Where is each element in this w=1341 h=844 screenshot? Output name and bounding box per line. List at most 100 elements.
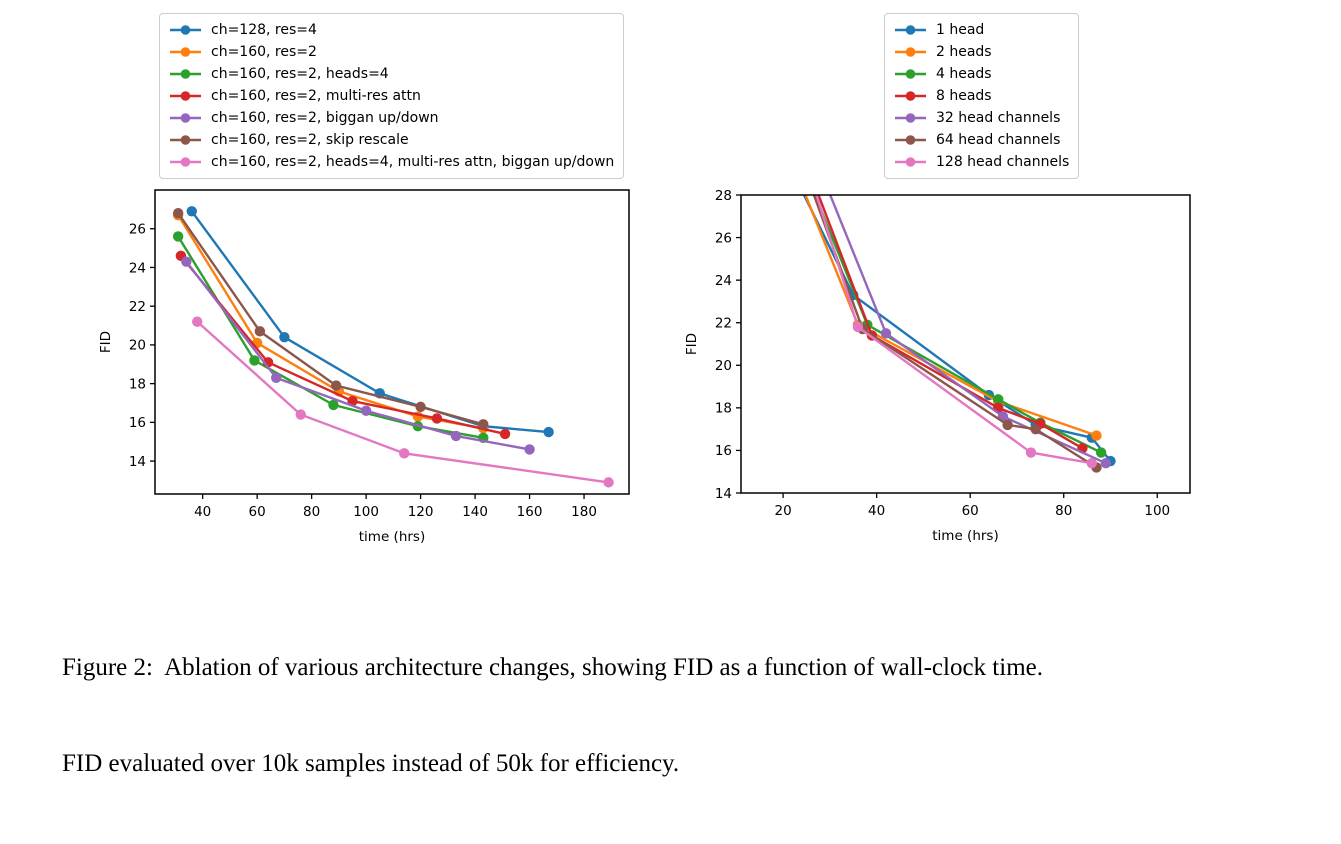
x-tick-label: 100: [353, 504, 379, 520]
x-tick-label: 80: [303, 504, 320, 520]
data-point-marker: [399, 448, 410, 459]
legend-line-marker-icon: [895, 157, 926, 167]
legend-item: 8 heads: [894, 85, 1069, 107]
legend-line-marker-icon: [170, 69, 201, 79]
caption-line-1: Figure 2: Ablation of various architectu…: [62, 654, 1043, 681]
right-chart-legend: 1 head 2 heads 4 heads 8 heads 32 head chann…: [884, 13, 1080, 179]
legend-item: 2 heads: [894, 41, 1069, 63]
y-tick-label: 28: [715, 188, 732, 204]
legend-line-marker-icon: [895, 69, 926, 79]
legend-label: 8 heads: [936, 88, 992, 104]
series-ch-160-res-2-multi-res-attn: [175, 250, 511, 440]
figure-caption: Figure 2: Ablation of various architectu…: [62, 588, 1302, 844]
data-point-marker: [1086, 458, 1097, 469]
y-tick-label: 22: [129, 299, 146, 315]
legend-item: 32 head channels: [894, 107, 1069, 129]
legend-label: ch=160, res=2, biggan up/down: [211, 110, 439, 126]
series-ch-160-res-2-skip-rescale: [172, 208, 489, 430]
legend-label: ch=160, res=2, heads=4: [211, 66, 389, 82]
series-ch-160-res-2-heads-4-multi-res-attn-biggan-up-down: [192, 316, 614, 488]
data-point-marker: [330, 380, 342, 391]
legend-line-marker-icon: [170, 113, 201, 123]
x-axis-label: time (hrs): [932, 528, 998, 544]
y-tick-label: 24: [129, 260, 146, 276]
figure-canvas: ch=128, res=4 ch=160, res=2 ch=160, res=2,…: [62, 13, 1191, 777]
legend-item: ch=128, res=4: [169, 19, 614, 41]
series-ch-160-res-2-biggan-up-down: [181, 256, 535, 455]
y-tick-label: 22: [715, 316, 732, 332]
x-tick-label: 160: [517, 504, 543, 520]
data-point-marker: [172, 231, 184, 242]
data-point-marker: [880, 328, 892, 339]
x-tick-label: 20: [775, 503, 792, 519]
legend-item: 4 heads: [894, 63, 1069, 85]
data-point-marker: [271, 372, 282, 384]
legend-line-marker-icon: [895, 91, 926, 101]
left-chart-legend: ch=128, res=4 ch=160, res=2 ch=160, res=2,…: [159, 13, 625, 179]
legend-line-marker-icon: [895, 113, 926, 123]
data-point-marker: [1100, 458, 1112, 469]
data-point-marker: [431, 413, 443, 424]
legend-label: 64 head channels: [936, 132, 1061, 148]
x-tick-label: 180: [571, 504, 597, 520]
legend-label: 1 head: [936, 22, 985, 38]
series-128-head-channels: [815, 195, 1097, 469]
caption-line-2: FID evaluated over 10k samples instead o…: [62, 750, 680, 777]
y-tick-label: 18: [715, 401, 732, 417]
x-axis-label: time (hrs): [359, 529, 425, 545]
legend-item: ch=160, res=2, multi-res attn: [169, 85, 614, 107]
legend-label: 2 heads: [936, 44, 992, 60]
legend-item: 128 head channels: [894, 151, 1069, 173]
data-point-marker: [543, 426, 554, 438]
data-point-marker: [279, 331, 290, 343]
y-tick-label: 24: [715, 273, 732, 289]
data-point-marker: [172, 208, 184, 219]
x-tick-label: 40: [194, 504, 211, 520]
x-tick-label: 60: [249, 504, 266, 520]
series-8-heads: [817, 195, 1088, 454]
x-tick-label: 40: [868, 503, 885, 519]
data-point-marker: [186, 206, 197, 217]
axes-spines: [740, 194, 1191, 494]
legend-line-marker-icon: [170, 91, 201, 101]
data-point-marker: [478, 419, 489, 430]
data-point-marker: [450, 430, 462, 442]
legend-line-marker-icon: [170, 47, 201, 57]
x-tick-label: 100: [1144, 503, 1170, 519]
data-point-marker: [993, 394, 1004, 405]
x-tick-label: 140: [462, 504, 488, 520]
series-2-heads: [804, 195, 1102, 441]
data-point-marker: [1002, 419, 1013, 431]
series-4-heads: [813, 195, 1107, 458]
series-ch-160-res-2-heads-4: [172, 231, 489, 444]
legend-item: ch=160, res=2, biggan up/down: [169, 107, 614, 129]
legend-line-marker-icon: [170, 135, 201, 145]
left-chart: 40 60 80 100 120 140 160 180 14 16 18 20 22 24 26 time …: [98, 189, 630, 545]
legend-label: ch=160, res=2, skip rescale: [211, 132, 409, 148]
data-point-marker: [1030, 423, 1041, 435]
data-point-marker: [249, 355, 260, 366]
y-tick-label: 20: [129, 338, 146, 354]
legend-label: ch=160, res=2, multi-res attn: [211, 88, 421, 104]
legend-label: 4 heads: [936, 66, 992, 82]
data-point-marker: [415, 401, 426, 413]
legend-label: ch=160, res=2: [211, 44, 317, 60]
legend-label: ch=128, res=4: [211, 22, 317, 38]
data-point-marker: [852, 321, 864, 333]
x-tick-label: 60: [962, 503, 979, 519]
data-point-marker: [1025, 447, 1037, 458]
legend-line-marker-icon: [170, 157, 201, 167]
y-tick-label: 16: [129, 415, 146, 431]
series-1-head: [802, 195, 1116, 467]
legend-line-marker-icon: [895, 25, 926, 35]
y-axis-label: FID: [98, 331, 114, 353]
data-point-marker: [328, 399, 339, 411]
legend-line-marker-icon: [895, 135, 926, 145]
data-point-marker: [603, 477, 614, 488]
x-tick-label: 80: [1055, 503, 1072, 519]
legend-line-marker-icon: [895, 47, 926, 57]
legend-line-marker-icon: [170, 25, 201, 35]
y-axis-label: FID: [684, 333, 700, 355]
data-point-marker: [192, 316, 203, 327]
data-point-marker: [499, 428, 511, 440]
